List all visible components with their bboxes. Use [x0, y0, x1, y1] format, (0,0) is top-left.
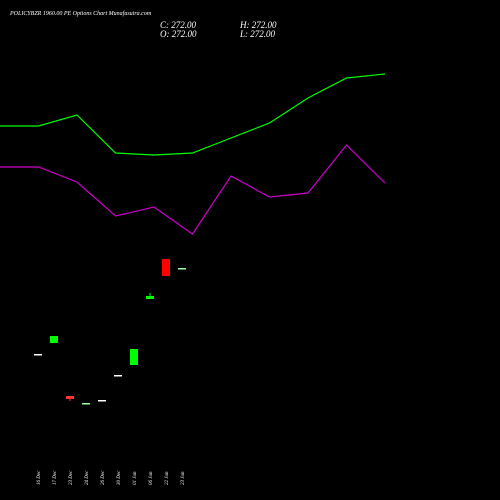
- candle-body: [82, 403, 90, 405]
- candle-body: [146, 296, 154, 299]
- candle-body: [130, 349, 138, 365]
- x-tick-label: 06 Jan: [149, 471, 154, 485]
- candle-body: [66, 396, 74, 399]
- x-tick-label: 26 Dec: [101, 470, 106, 485]
- x-tick-label: 16 Dec: [37, 470, 42, 485]
- x-tick-label: 22 Jan: [165, 471, 170, 485]
- close-info: C: 272.00: [160, 20, 197, 30]
- x-tick-label: 24 Dec: [85, 470, 90, 485]
- candle-body: [50, 336, 58, 343]
- chart-title: POLICYBZR 1960.00 PE Options Chart Munaf…: [9, 10, 152, 17]
- candle-body: [162, 259, 170, 276]
- indicator-line: [0, 73, 386, 156]
- x-tick-label: 30 Dec: [117, 470, 122, 485]
- indicator-line: [0, 144, 386, 235]
- x-tick-label: 17 Dec: [53, 470, 58, 485]
- open-info: O: 272.00: [160, 29, 197, 39]
- x-tick-label: 01 Jan: [133, 471, 138, 485]
- high-info: H: 272.00: [239, 20, 277, 30]
- candle-body: [114, 375, 122, 377]
- x-tick-label: 23 Jan: [181, 471, 186, 485]
- low-info: L: 272.00: [239, 29, 276, 39]
- candle-body: [34, 354, 42, 356]
- candle-body: [98, 400, 106, 402]
- x-tick-label: 23 Dec: [69, 470, 74, 485]
- candle-body: [178, 268, 186, 270]
